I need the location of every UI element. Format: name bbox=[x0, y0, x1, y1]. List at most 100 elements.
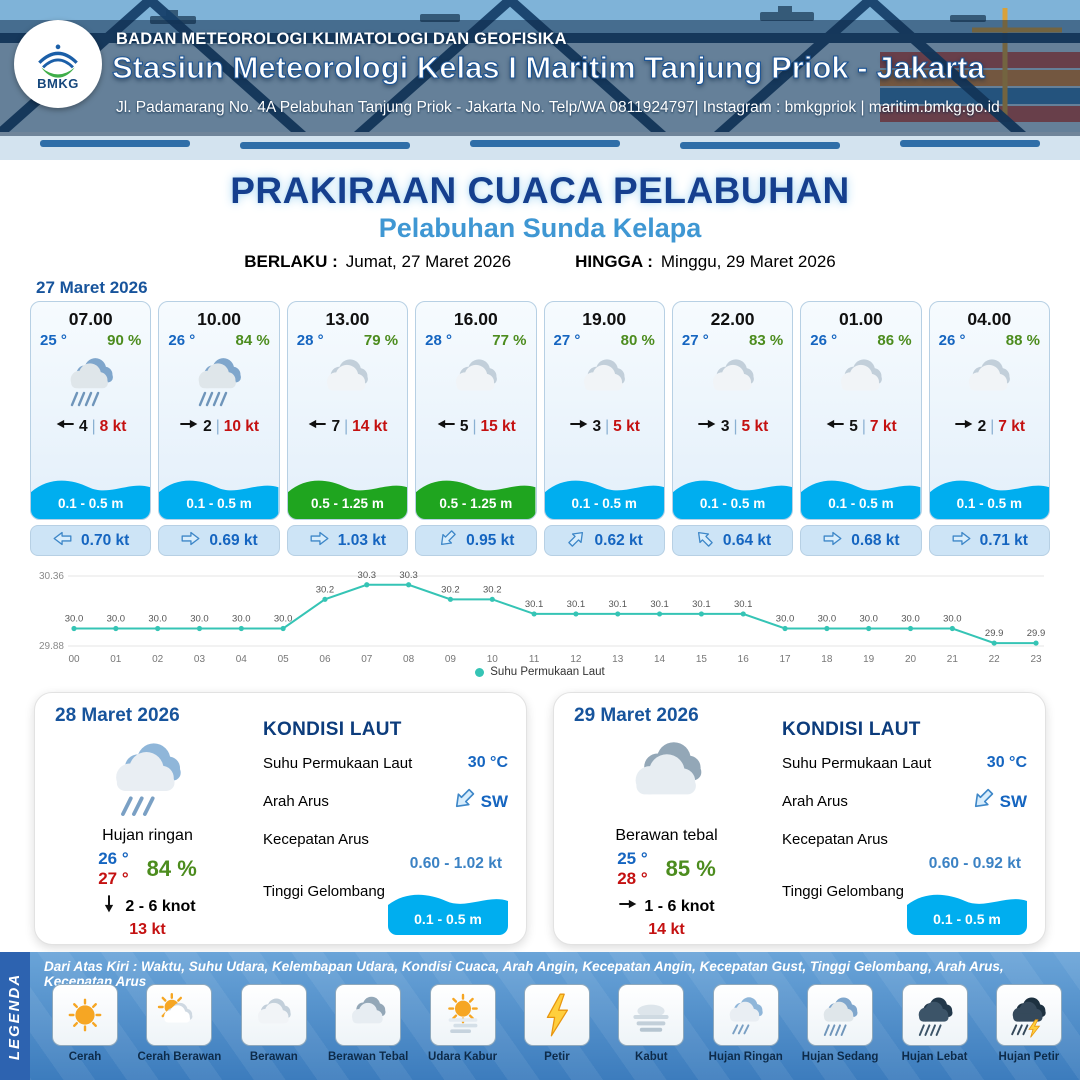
svg-text:00: 00 bbox=[68, 654, 80, 665]
legend-item: Hujan Ringan bbox=[701, 984, 791, 1064]
valid-from-value: Jumat, 27 Maret 2026 bbox=[345, 252, 512, 271]
current-direction-icon bbox=[694, 528, 715, 554]
wind-direction-icon bbox=[825, 414, 845, 439]
air-temp: 28 ° bbox=[425, 332, 452, 349]
wave-height: 0.1 - 0.5 m bbox=[186, 496, 252, 511]
current-speed: 0.62 kt bbox=[594, 531, 643, 549]
forecast-card: 19.00 27 ° 80 % 3 | 5 kt 0.1 - 0.5 m 0.6… bbox=[543, 301, 665, 556]
hujan-sedang-icon bbox=[807, 984, 874, 1046]
svg-text:29.9: 29.9 bbox=[985, 628, 1004, 639]
sst-value: 30 °C bbox=[467, 754, 508, 771]
temp-humidity-row: 27 ° 80 % bbox=[545, 330, 664, 349]
legend-item: Kabut bbox=[606, 984, 696, 1064]
wind-row: 2 | 7 kt bbox=[954, 414, 1025, 439]
daily-card: 29 Maret 2026 Berawan tebal 25 ° 28 ° 85… bbox=[553, 692, 1046, 945]
wave-height: 0.1 - 0.5 m bbox=[933, 911, 1001, 927]
temp-min: 26 ° bbox=[98, 849, 129, 868]
legend-strip: LEGENDA Dari Atas Kiri : Waktu, Suhu Uda… bbox=[0, 952, 1080, 1080]
timeline-cards: 07.00 25 ° 90 % 4 | 8 kt 0.1 - 0.5 m 0.7… bbox=[30, 301, 1050, 556]
svg-text:30.1: 30.1 bbox=[608, 599, 627, 610]
legend-item: Hujan Petir bbox=[984, 984, 1074, 1064]
wave-height: 0.5 - 1.25 m bbox=[439, 496, 513, 511]
daily-forecast-row: 28 Maret 2026 Hujan ringan 26 ° 27 ° 84 … bbox=[34, 692, 1046, 945]
wave-height-box: 0.1 - 0.5 m bbox=[907, 883, 1027, 935]
forecast-time: 13.00 bbox=[325, 309, 370, 329]
cerah-icon bbox=[52, 984, 118, 1046]
wind-range: 1 - 6 knot bbox=[644, 897, 715, 915]
wind-direction-icon bbox=[179, 414, 199, 439]
valid-to: HINGGA : Minggu, 29 Maret 2026 bbox=[575, 252, 836, 272]
legend-label: Cerah Berawan bbox=[137, 1051, 222, 1063]
svg-text:14: 14 bbox=[654, 654, 666, 665]
valid-to-value: Minggu, 29 Maret 2026 bbox=[660, 252, 836, 271]
svg-text:30.36: 30.36 bbox=[39, 571, 64, 582]
chart-legend-dot-icon bbox=[475, 667, 485, 677]
weather-icon bbox=[959, 350, 1019, 412]
temp-max: 27 ° bbox=[98, 869, 129, 888]
legend-label: Berawan bbox=[249, 1051, 298, 1063]
agency-name: BADAN METEOROLOGI KLIMATOLOGI DAN GEOFIS… bbox=[116, 30, 567, 48]
svg-text:30.0: 30.0 bbox=[190, 614, 209, 625]
harbor-illustration bbox=[0, 0, 1080, 160]
wave-height: 0.1 - 0.5 m bbox=[571, 496, 637, 511]
air-temp: 26 ° bbox=[938, 332, 966, 349]
current-direction-row: Arah Arus SW bbox=[782, 786, 1027, 817]
sst-label: Suhu Permukaan Laut bbox=[263, 754, 413, 772]
divider: | bbox=[91, 417, 96, 435]
berawan-tebal-icon bbox=[335, 984, 402, 1046]
current-direction-icon bbox=[309, 528, 330, 554]
current-speed-box: 0.70 kt bbox=[30, 525, 152, 556]
wind-direction-icon bbox=[954, 414, 974, 439]
chart-legend: Suhu Permukaan Laut bbox=[0, 666, 1080, 678]
humidity: 85 % bbox=[665, 856, 716, 881]
wind-direction-icon bbox=[55, 414, 75, 439]
forecast-time: 01.00 bbox=[839, 309, 883, 329]
temp-humidity-row: 26 ° 86 % bbox=[801, 330, 920, 349]
wind-direction-icon bbox=[307, 414, 327, 439]
gust-speed: 5 kt bbox=[613, 417, 640, 435]
valid-from: BERLAKU : Jumat, 27 Maret 2026 bbox=[244, 252, 511, 272]
current-direction-icon bbox=[180, 528, 201, 554]
svg-text:30.0: 30.0 bbox=[859, 614, 878, 625]
current-speed-box: 0.68 kt bbox=[800, 525, 922, 556]
forecast-card-body: 10.00 26 ° 84 % 2 | 10 kt 0.1 - 0.5 m bbox=[158, 301, 280, 520]
logo-text: BMKG bbox=[37, 75, 79, 91]
condition-label: Hujan ringan bbox=[102, 827, 193, 844]
current-speed: 0.64 kt bbox=[722, 531, 772, 549]
temp-humidity-row: 26 ° 88 % bbox=[930, 330, 1049, 349]
current-speed: 0.95 kt bbox=[466, 531, 515, 549]
legend-item: Berawan Tebal bbox=[323, 984, 413, 1064]
svg-text:30.0: 30.0 bbox=[943, 614, 962, 625]
wind-speed: 2 bbox=[977, 417, 987, 435]
sst-row: Suhu Permukaan Laut 30 °C bbox=[782, 754, 1027, 772]
wind-row: 5 | 15 kt bbox=[436, 414, 516, 439]
daily-date: 28 Maret 2026 bbox=[55, 705, 180, 726]
forecast-card-body: 07.00 25 ° 90 % 4 | 8 kt 0.1 - 0.5 m bbox=[30, 301, 152, 520]
valid-from-label: BERLAKU : bbox=[244, 252, 338, 271]
svg-text:30.0: 30.0 bbox=[274, 614, 293, 625]
current-direction-icon bbox=[566, 528, 587, 554]
temp-max: 28 ° bbox=[617, 869, 648, 888]
wave-height: 0.5 - 1.25 m bbox=[311, 496, 384, 511]
forecast-card-body: 04.00 26 ° 88 % 2 | 7 kt 0.1 - 0.5 m bbox=[928, 301, 1050, 520]
udara-kabur-icon bbox=[429, 984, 496, 1046]
gust-speed: 7 kt bbox=[998, 417, 1025, 435]
timeline-date: 27 Maret 2026 bbox=[36, 278, 148, 297]
current-direction-value: SW bbox=[999, 791, 1027, 811]
wind-speed: 4 bbox=[79, 417, 88, 435]
wave-graphic bbox=[159, 480, 279, 519]
temp-humidity-row: 26 ° 27 ° 84 % bbox=[45, 849, 250, 889]
sea-conditions-title: KONDISI LAUT bbox=[782, 719, 921, 740]
svg-text:30.0: 30.0 bbox=[65, 614, 84, 625]
daily-weather-summary: Berawan tebal 25 ° 28 ° 85 % 1 - 6 knot … bbox=[564, 731, 769, 939]
weather-icon bbox=[446, 350, 506, 412]
current-speed-row: Kecepatan Arus bbox=[263, 831, 508, 848]
wave-height-band: 0.5 - 1.25 m bbox=[287, 469, 408, 519]
svg-text:30.2: 30.2 bbox=[483, 584, 502, 595]
berawan-icon bbox=[240, 984, 307, 1046]
legend-item: Hujan Lebat bbox=[890, 984, 980, 1064]
hujan-lebat-icon bbox=[901, 984, 968, 1046]
temp-min: 25 ° bbox=[617, 849, 648, 868]
wind-speed: 7 bbox=[331, 417, 341, 435]
wind-direction-icon bbox=[99, 894, 119, 919]
